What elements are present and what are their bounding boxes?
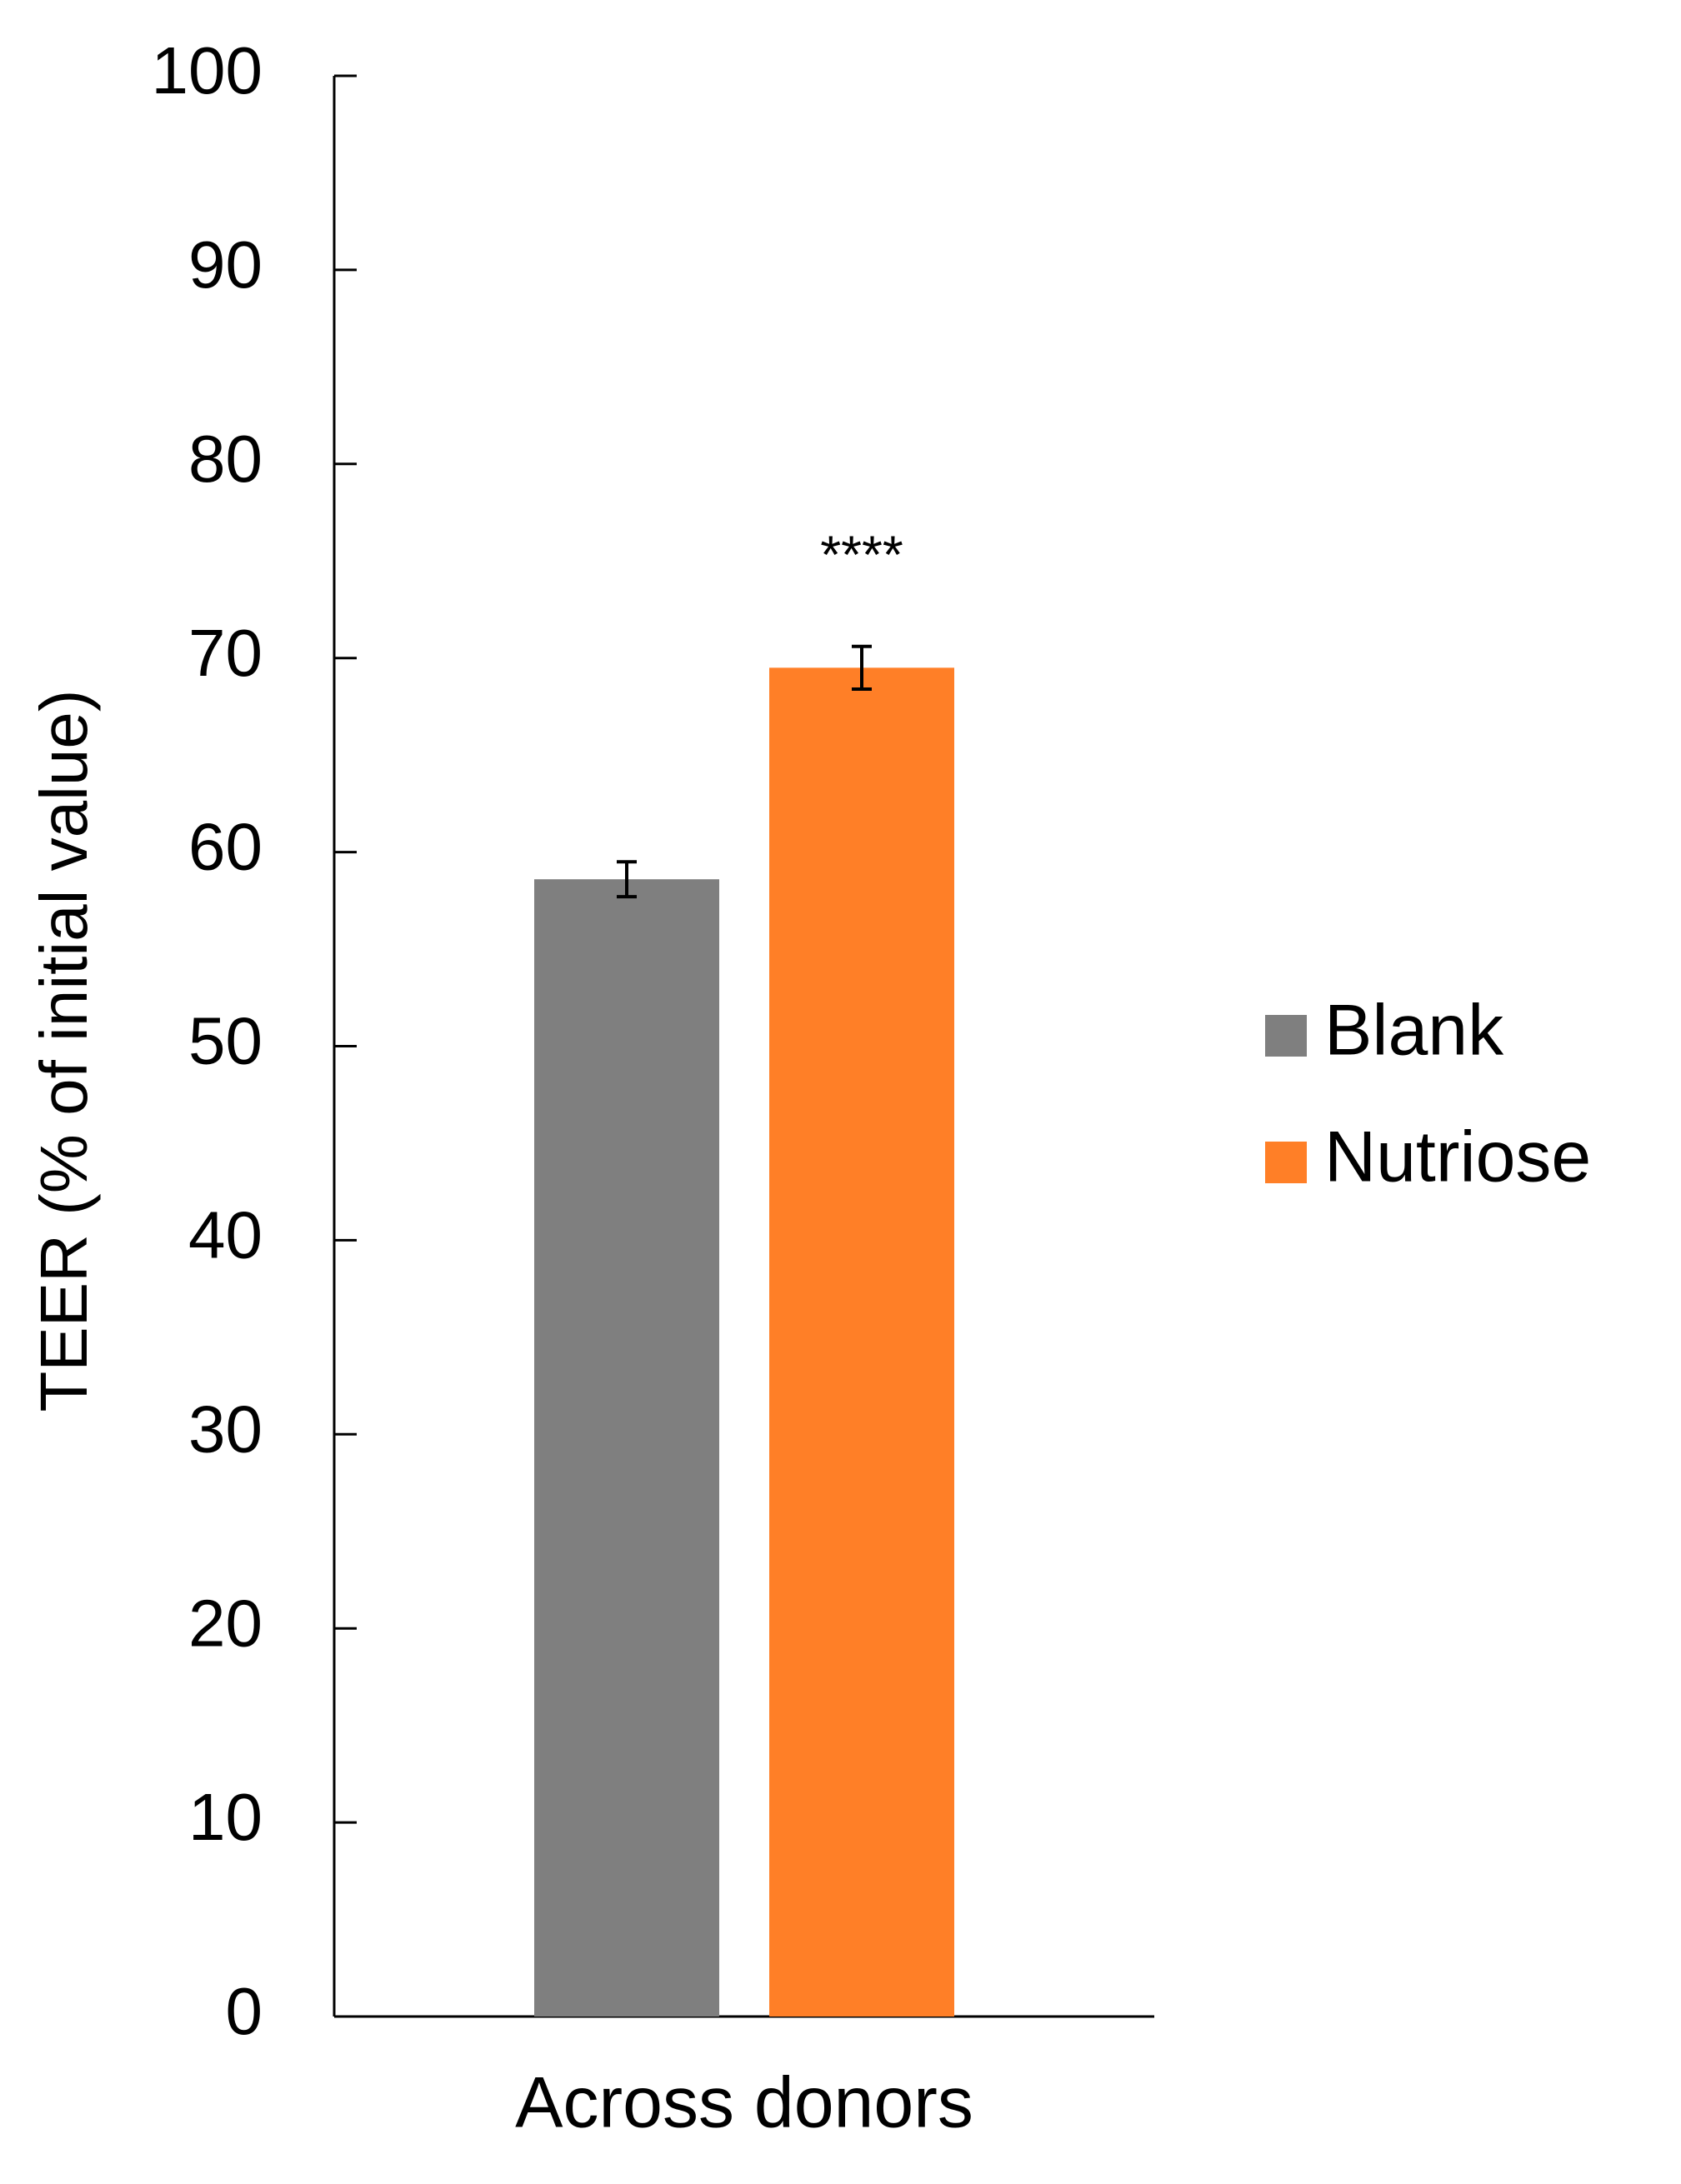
y-axis-label: TEER (% of initial value) [27, 690, 101, 1412]
y-tick-label: 40 [188, 1198, 263, 1272]
y-tick-label: 100 [152, 33, 263, 107]
legend-swatch [1265, 1142, 1307, 1183]
y-tick-label: 10 [188, 1780, 263, 1854]
legend-label: Blank [1324, 991, 1504, 1071]
significance-annotation: **** [820, 525, 903, 585]
bar [534, 879, 719, 2017]
legend-swatch [1265, 1015, 1307, 1057]
legend-label: Nutriose [1324, 1117, 1591, 1197]
y-tick-label: 70 [188, 616, 263, 690]
error-bar [852, 644, 872, 691]
x-tick-label: Across donors [515, 2063, 973, 2143]
y-tick-label: 60 [188, 810, 263, 884]
y-tick-label: 30 [188, 1392, 263, 1466]
bar [769, 667, 954, 2017]
error-bar [617, 860, 637, 899]
y-tick-label: 0 [226, 1974, 263, 2048]
y-tick-label: 20 [188, 1586, 263, 1660]
y-tick-label: 80 [188, 422, 263, 496]
y-tick-label: 50 [188, 1004, 263, 1078]
y-tick-label: 90 [188, 227, 263, 302]
